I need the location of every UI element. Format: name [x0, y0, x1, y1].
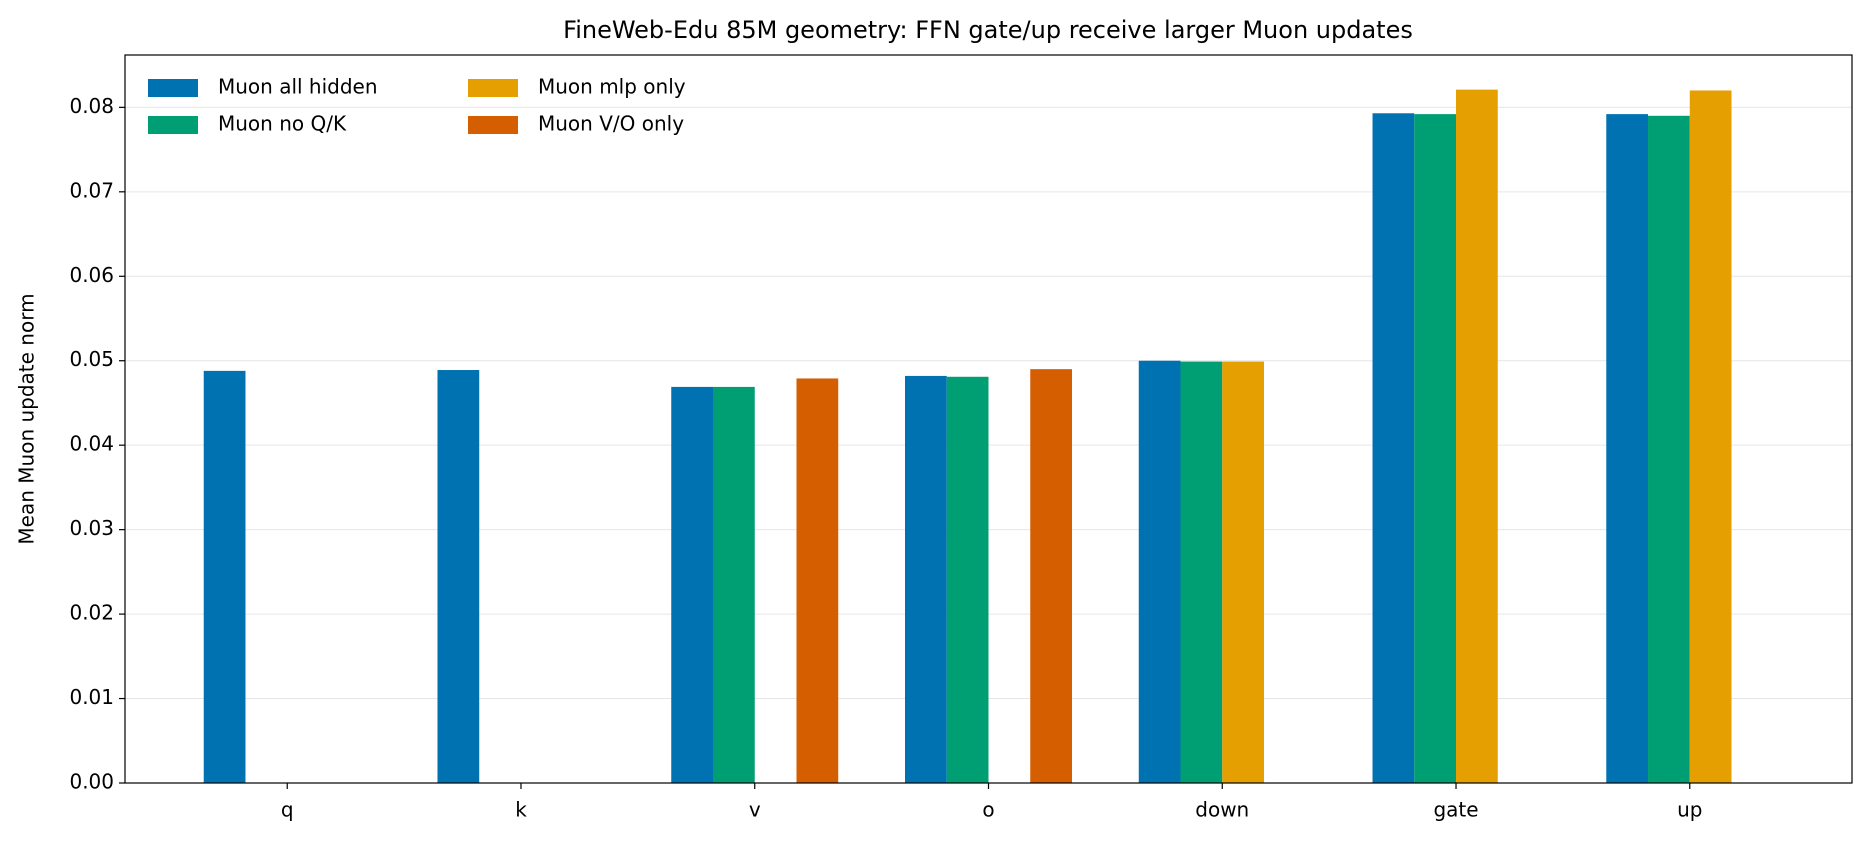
y-tick-label: 0.07: [69, 178, 114, 202]
bar: [796, 378, 839, 783]
bar: [712, 386, 755, 783]
plot-frame: [124, 54, 1853, 784]
bar: [1180, 361, 1223, 783]
y-tick-label: 0.08: [69, 94, 114, 118]
x-tick-label: o: [982, 798, 994, 822]
bar: [1689, 90, 1732, 783]
y-tick-label: 0.01: [69, 685, 114, 709]
legend-swatch: [468, 116, 518, 134]
bar: [946, 376, 989, 783]
x-tick-label: v: [749, 798, 761, 822]
y-tick-label: 0.02: [69, 601, 114, 625]
bar: [905, 375, 947, 783]
x-tick-label: gate: [1433, 798, 1478, 822]
bar: [1030, 369, 1072, 783]
bar: [1372, 113, 1415, 783]
y-tick-label: 0.04: [69, 432, 114, 456]
bar: [1456, 89, 1498, 783]
legend-swatch: [148, 116, 198, 134]
x-tick-label: k: [515, 798, 527, 822]
bar: [1648, 115, 1690, 783]
bar: [203, 370, 246, 783]
y-axis-label: Mean Muon update norm: [15, 293, 39, 544]
y-tick-label: 0.05: [69, 347, 114, 371]
legend-label: Muon mlp only: [538, 75, 686, 99]
legend-swatch: [468, 79, 518, 97]
bar: [1414, 114, 1457, 783]
y-tick-label: 0.00: [69, 770, 114, 794]
x-tick-label: q: [281, 798, 294, 822]
bar: [1138, 360, 1181, 783]
bar: [1606, 114, 1649, 783]
y-tick-label: 0.06: [69, 263, 114, 287]
legend-swatch: [148, 79, 198, 97]
legend-label: Muon V/O only: [538, 112, 684, 136]
legend-label: Muon no Q/K: [218, 112, 347, 136]
bar: [671, 386, 713, 783]
x-tick-label: up: [1677, 798, 1702, 822]
bar: [1222, 361, 1265, 783]
bar: [437, 370, 480, 783]
legend-label: Muon all hidden: [218, 75, 378, 99]
chart-title: FineWeb-Edu 85M geometry: FFN gate/up re…: [563, 16, 1413, 44]
x-tick-label: down: [1195, 798, 1249, 822]
y-tick-label: 0.03: [69, 516, 114, 540]
